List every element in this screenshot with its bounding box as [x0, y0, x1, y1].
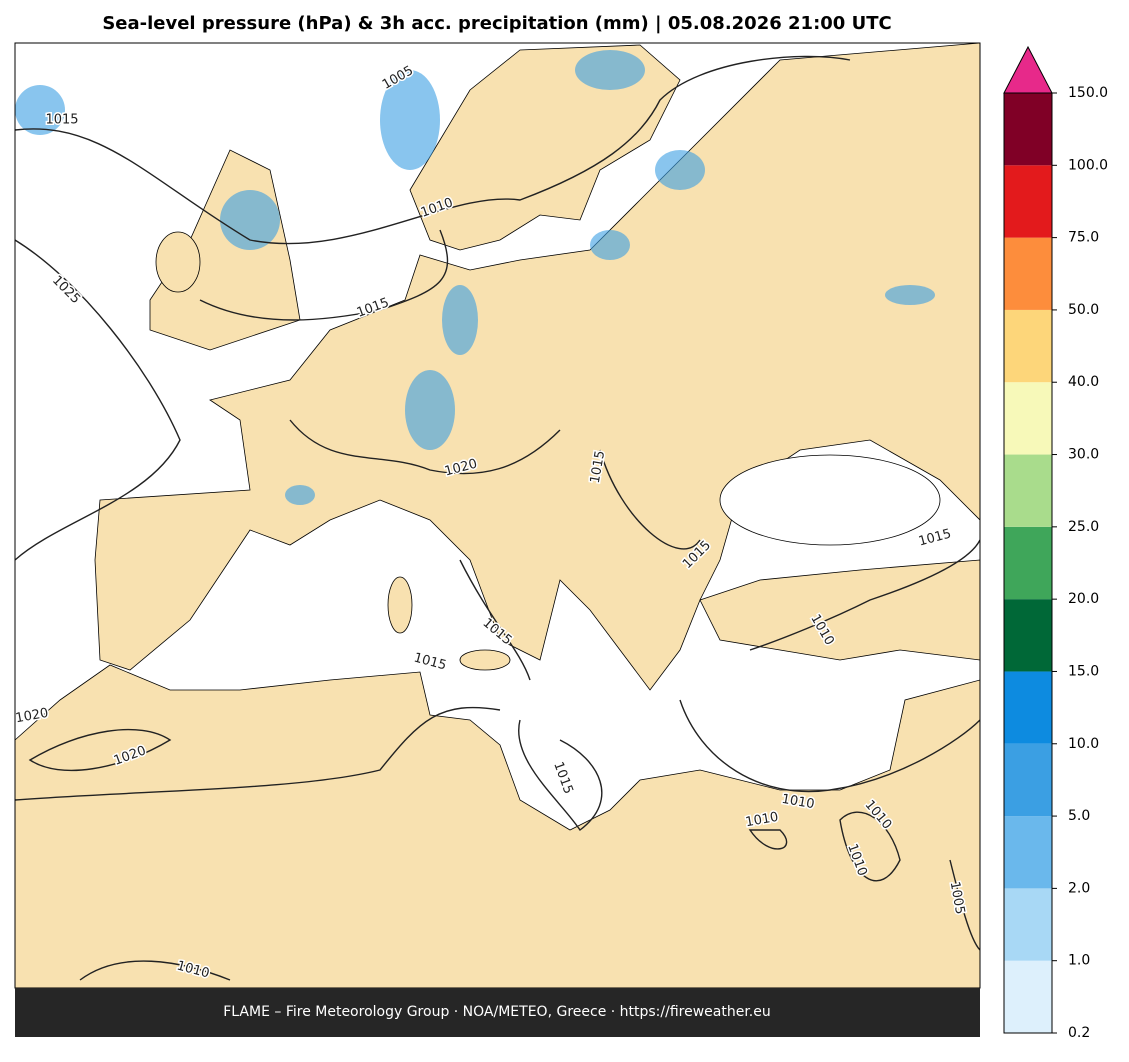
colorbar-extend: [1003, 45, 1053, 94]
isobar-label: 1015: [45, 113, 78, 128]
colorbar-tick-label: 50.0: [1068, 302, 1099, 318]
colorbar-bin: [1004, 93, 1052, 166]
colorbar-tick-label: 20.0: [1068, 591, 1099, 607]
colorbar-tick-label: 30.0: [1068, 447, 1099, 463]
colorbar-bin: [1004, 454, 1052, 527]
colorbar-tick-label: 1.0: [1068, 953, 1090, 969]
colorbar-bin: [1004, 743, 1052, 817]
colorbar-tick-label: 25.0: [1068, 519, 1099, 535]
isobar-label: 1010: [744, 810, 779, 831]
colorbar-bin: [1004, 599, 1052, 672]
colorbar-bin: [1004, 888, 1052, 961]
colorbar-tick-label: 15.0: [1068, 663, 1099, 679]
colorbar-bin: [1004, 960, 1052, 1033]
black-sea: [719, 454, 941, 546]
colorbar-tick-label: 2.0: [1068, 880, 1090, 896]
colorbar-bin: [1004, 816, 1052, 889]
colorbar-tick-label: 75.0: [1068, 230, 1099, 246]
colorbar-tick-label: 100.0: [1068, 157, 1108, 173]
colorbar-tick-label: 0.2: [1068, 1025, 1090, 1041]
colorbar-tick-label: 5.0: [1068, 808, 1090, 824]
land: [15, 43, 980, 988]
colorbar: 0.2 1.0 2.0 5.0 10.0 15.0 20.0 25.0 30.0 40.0 50.0…: [1003, 45, 1108, 1041]
isobar-label: 1005: [947, 880, 968, 915]
colorbar-tick-label: 40.0: [1068, 374, 1099, 390]
isobar-label: 1015: [588, 449, 609, 484]
colorbar-bin: [1004, 526, 1052, 600]
map-title: Sea-level pressure (hPa) & 3h acc. preci…: [102, 13, 891, 34]
isobar-label: 1010: [780, 792, 815, 813]
colorbar-bin: [1004, 165, 1052, 238]
colorbar-bin: [1004, 237, 1052, 310]
footer-text: FLAME – Fire Meteorology Group · NOA/MET…: [223, 1004, 771, 1020]
footer-bar: [15, 988, 980, 1037]
colorbar-bin: [1004, 309, 1052, 383]
colorbar-tick-label: 10.0: [1068, 736, 1099, 752]
precipitation: [15, 50, 935, 505]
colorbar-bin: [1004, 382, 1052, 455]
colorbar-tick-label: 150.0: [1068, 85, 1108, 101]
colorbar-bin: [1004, 671, 1052, 744]
colorbar-frame: [1003, 92, 1053, 1034]
isobars: [15, 55, 980, 981]
